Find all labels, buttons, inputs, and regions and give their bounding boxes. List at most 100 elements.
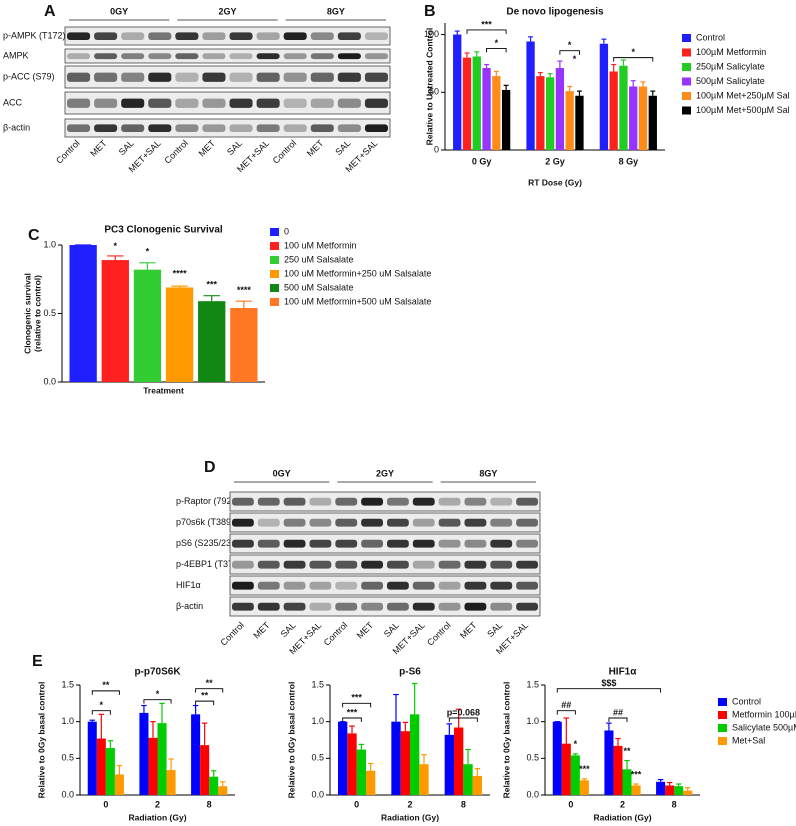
x-tick-label: 8 — [672, 799, 677, 809]
blot-lane-label: MET — [197, 138, 218, 159]
blot-band — [490, 602, 513, 611]
blot-band — [202, 53, 226, 60]
bar — [656, 781, 666, 795]
bar — [609, 71, 618, 150]
legend-swatch — [270, 270, 279, 278]
significance-label: ** — [624, 746, 632, 756]
error-bar — [557, 60, 563, 69]
legend-swatch — [682, 106, 691, 115]
bar — [599, 43, 609, 151]
blot-strip — [229, 554, 541, 575]
bar — [114, 774, 124, 795]
blot-band — [364, 53, 388, 60]
blot-band — [94, 32, 118, 40]
error-bar — [393, 693, 399, 722]
blot-band — [438, 602, 461, 611]
blot-band — [387, 602, 409, 611]
bar — [366, 770, 376, 795]
blot-band — [148, 53, 172, 60]
x-tick-label: 2 — [407, 799, 412, 809]
legend-label: Control — [732, 696, 761, 706]
legend-swatch — [682, 77, 691, 86]
significance-label: * — [156, 689, 160, 699]
blot-band — [67, 53, 91, 60]
error-bar — [484, 63, 490, 69]
blot-band — [67, 98, 91, 108]
blot-band — [516, 560, 538, 569]
significance-label: * — [100, 700, 104, 710]
blot-band — [202, 32, 226, 40]
legend-label: 100 uM Metformin+250 uM Salsalate — [284, 268, 431, 278]
blot-band — [175, 98, 199, 108]
bar — [101, 260, 129, 382]
blot-band — [121, 72, 145, 82]
blot-band — [464, 518, 487, 527]
blot-band — [364, 32, 388, 40]
blot-band — [229, 32, 253, 40]
error-bar — [139, 262, 156, 270]
significance-label: *** — [347, 707, 358, 717]
error-bar — [650, 90, 656, 96]
x-axis-label: Radiation (Gy) — [381, 812, 439, 822]
bar — [347, 733, 357, 795]
significance-label: * — [573, 54, 577, 64]
y-tick-label: 1.0 — [526, 716, 539, 726]
blot-strip — [64, 118, 391, 138]
bar — [400, 731, 410, 795]
significance-label: * — [146, 247, 150, 257]
blot-band — [256, 72, 280, 82]
blot-band — [337, 98, 361, 108]
blot-band — [335, 497, 358, 506]
blot-row-label: β-actin — [3, 122, 30, 132]
legend-swatch — [718, 698, 727, 706]
bar — [575, 95, 584, 150]
blot-band — [438, 560, 461, 569]
bar — [648, 95, 657, 150]
blot-row-label: HIF1α — [176, 580, 201, 590]
significance-label: ** — [102, 680, 110, 690]
legend-label: Metformin 100µM — [732, 709, 796, 719]
bar — [139, 712, 149, 795]
blot-band — [175, 124, 199, 132]
bar — [148, 737, 158, 795]
y-axis-label: Relative to 0Gy basal control — [286, 682, 296, 799]
error-bar — [503, 84, 509, 90]
bar — [133, 269, 162, 382]
legend-label: 0 — [284, 226, 289, 236]
blot-band — [412, 581, 435, 590]
error-bar — [201, 722, 208, 746]
blot-row-label: p-Raptor (792) — [176, 496, 235, 506]
y-tick-label: 1.5 — [526, 679, 539, 689]
y-tick-label: 1.5 — [311, 679, 324, 689]
blot-band — [412, 539, 435, 548]
blot-row-label: AMPK — [3, 50, 29, 60]
blot-band — [464, 497, 487, 506]
blot-band — [175, 53, 199, 60]
blot-band — [121, 53, 145, 60]
blot-band — [232, 518, 254, 527]
bar — [619, 65, 628, 150]
blot-band — [256, 98, 280, 108]
bar — [492, 76, 501, 150]
error-bar — [465, 748, 471, 765]
blot-lane-label: MET — [88, 138, 109, 159]
blot-band — [232, 539, 254, 548]
bar — [453, 34, 462, 150]
significance-label: *** — [351, 693, 362, 703]
error-bar — [446, 723, 453, 735]
significance-label: * — [114, 241, 118, 251]
blot-row-label: p-4EBP1 (T37/46) — [176, 559, 249, 569]
blot-lane-label: Control — [271, 138, 299, 166]
x-tick-label: 0 Gy — [472, 156, 492, 166]
legend-label: 100µM Metformin — [696, 47, 766, 57]
blot-band — [309, 539, 332, 548]
x-axis-label: RT Dose (Gy) — [528, 177, 582, 187]
blot-lane-label: SAL — [117, 138, 136, 157]
significance-bracket — [448, 717, 478, 722]
blot-band — [310, 98, 334, 108]
blot-band — [232, 497, 254, 506]
blot-band — [335, 518, 358, 527]
blot-band — [464, 602, 487, 611]
error-bar — [171, 285, 188, 288]
error-bar — [611, 63, 617, 72]
